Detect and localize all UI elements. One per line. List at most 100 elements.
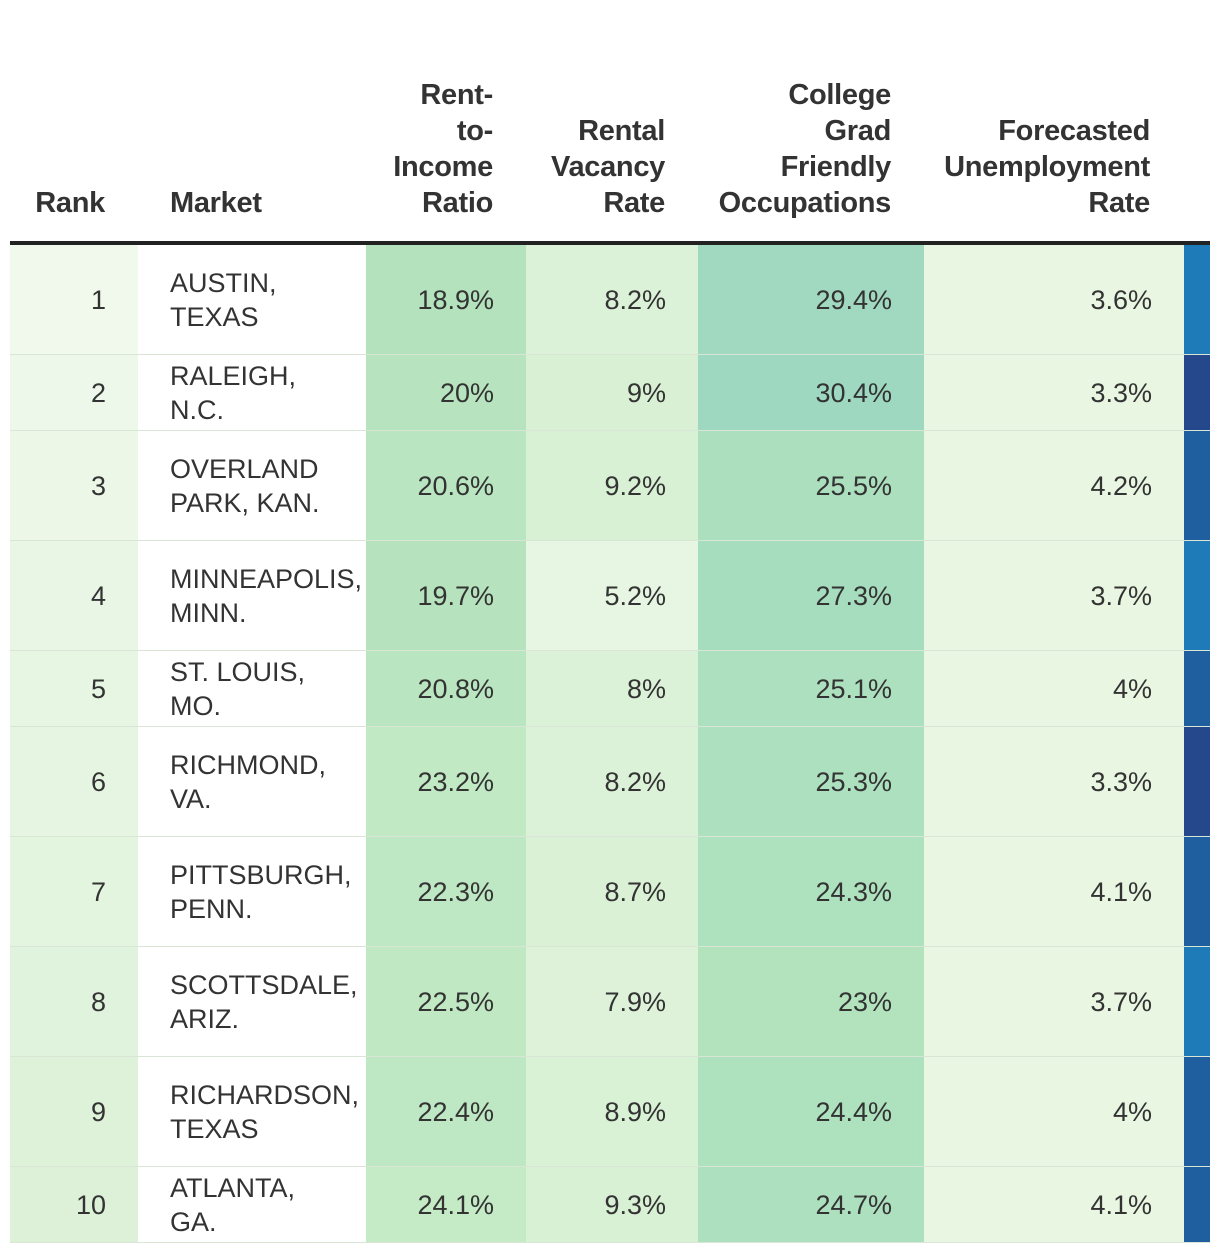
indicator-bar	[1184, 651, 1210, 726]
vacancy-value: 8.9%	[604, 1096, 666, 1127]
college-cell: 24.3%	[698, 837, 924, 946]
rent_to_income-cell: 22.3%	[366, 837, 526, 946]
header-vacancy-line: Rate	[603, 187, 665, 219]
unemployment-value: 3.7%	[1090, 580, 1152, 611]
header-unemployment-line: Forecasted	[998, 115, 1150, 147]
rent_to_income-value: 18.9%	[417, 284, 494, 315]
unemployment-cell: 3.3%	[924, 727, 1184, 836]
college-cell: 23%	[698, 947, 924, 1056]
rank-value: 5	[90, 673, 106, 704]
market-value: RICHARDSON, TEXAS	[170, 1079, 360, 1144]
market-cell: PITTSBURGH, PENN.	[138, 837, 366, 946]
table-row: 8 SCOTTSDALE, ARIZ. 22.5% 7.9% 23% 3.7%	[10, 947, 1210, 1057]
header-vacancy-line: Rental	[578, 115, 665, 147]
rent_to_income-value: 20.6%	[417, 470, 494, 501]
college-value: 25.5%	[815, 470, 892, 501]
rent_to_income-value: 22.5%	[417, 986, 494, 1017]
unemployment-value: 4%	[1112, 1096, 1152, 1127]
vacancy-value: 9.2%	[604, 470, 666, 501]
rank-cell: 2	[10, 355, 138, 430]
table-row: 7 PITTSBURGH, PENN. 22.3% 8.7% 24.3% 4.1%	[10, 837, 1210, 947]
header-rent-to-income: Rent-to- Income Ratio	[385, 77, 493, 221]
vacancy-cell: 9%	[526, 355, 698, 430]
vacancy-value: 8.2%	[604, 284, 666, 315]
college-cell: 27.3%	[698, 541, 924, 650]
market-value: AUSTIN, TEXAS	[170, 267, 277, 332]
indicator-bar	[1184, 541, 1210, 650]
rent_to_income-value: 22.4%	[417, 1096, 494, 1127]
rank-value: 10	[75, 1189, 106, 1220]
table-row: 2 RALEIGH, N.C. 20% 9% 30.4% 3.3%	[10, 355, 1210, 431]
header-rank: Rank	[35, 187, 105, 219]
vacancy-cell: 8.7%	[526, 837, 698, 946]
header-rent-to-income-line: Rent-	[420, 79, 493, 111]
college-value: 27.3%	[815, 580, 892, 611]
rank-cell: 9	[10, 1057, 138, 1166]
indicator-bar	[1184, 245, 1210, 354]
indicator-bar	[1184, 355, 1210, 430]
unemployment-cell: 4%	[924, 1057, 1184, 1166]
unemployment-cell: 3.7%	[924, 541, 1184, 650]
header-rent-to-income-line: to-	[456, 115, 493, 147]
vacancy-cell: 8%	[526, 651, 698, 726]
market-value: ST. LOUIS, MO.	[170, 656, 306, 721]
vacancy-value: 9%	[626, 377, 666, 408]
market-value: RICHMOND, VA.	[170, 749, 326, 814]
rent_to_income-value: 20.8%	[417, 673, 494, 704]
rent_to_income-cell: 20.6%	[366, 431, 526, 540]
college-value: 29.4%	[815, 284, 892, 315]
table-row: 4 MINNEAPOLIS, MINN. 19.7% 5.2% 27.3% 3.7%	[10, 541, 1210, 651]
table-row: 3 OVERLAND PARK, KAN. 20.6% 9.2% 25.5% 4.2%	[10, 431, 1210, 541]
market-cell: RICHARDSON, TEXAS	[138, 1057, 366, 1166]
unemployment-cell: 4.1%	[924, 1167, 1184, 1242]
header-vacancy-line: Vacancy	[551, 151, 665, 183]
vacancy-cell: 9.2%	[526, 431, 698, 540]
college-value: 23%	[837, 986, 892, 1017]
header-unemployment: Forecasted Unemployment Rate	[940, 113, 1150, 221]
unemployment-cell: 4%	[924, 651, 1184, 726]
header-market: Market	[170, 187, 262, 219]
vacancy-value: 8.7%	[604, 876, 666, 907]
rank-cell: 10	[10, 1167, 138, 1242]
market-value: PITTSBURGH, PENN.	[170, 859, 352, 924]
unemployment-value: 3.7%	[1090, 986, 1152, 1017]
unemployment-cell: 4.2%	[924, 431, 1184, 540]
header-rent-to-income-line: Ratio	[421, 187, 493, 219]
rank-value: 9	[90, 1096, 106, 1127]
rank-cell: 8	[10, 947, 138, 1056]
vacancy-value: 8%	[626, 673, 666, 704]
rank-cell: 3	[10, 431, 138, 540]
market-cell: SCOTTSDALE, ARIZ.	[138, 947, 366, 1056]
rank-value: 7	[90, 876, 106, 907]
college-value: 25.3%	[815, 766, 892, 797]
college-cell: 30.4%	[698, 355, 924, 430]
college-value: 30.4%	[815, 377, 892, 408]
table-row: 9 RICHARDSON, TEXAS 22.4% 8.9% 24.4% 4%	[10, 1057, 1210, 1167]
vacancy-cell: 7.9%	[526, 947, 698, 1056]
vacancy-value: 7.9%	[604, 986, 666, 1017]
table-row: 10 ATLANTA, GA. 24.1% 9.3% 24.7% 4.1%	[10, 1167, 1210, 1243]
rank-value: 8	[90, 986, 106, 1017]
header-college-line: Occupations	[718, 187, 892, 219]
unemployment-value: 4.2%	[1090, 470, 1152, 501]
ranking-table: Rank Market Rent-to- Income Ratio Rental Va…	[10, 0, 1210, 1243]
header-college-line: College	[788, 79, 891, 111]
rent_to_income-cell: 23.2%	[366, 727, 526, 836]
unemployment-cell: 3.3%	[924, 355, 1184, 430]
market-cell: OVERLAND PARK, KAN.	[138, 431, 366, 540]
college-cell: 24.4%	[698, 1057, 924, 1166]
indicator-bar	[1184, 431, 1210, 540]
indicator-bar	[1184, 837, 1210, 946]
vacancy-cell: 8.9%	[526, 1057, 698, 1166]
rent_to_income-cell: 22.5%	[366, 947, 526, 1056]
indicator-bar	[1184, 1167, 1210, 1242]
unemployment-value: 3.3%	[1090, 766, 1152, 797]
market-value: OVERLAND PARK, KAN.	[170, 453, 320, 518]
rent_to_income-cell: 24.1%	[366, 1167, 526, 1242]
unemployment-cell: 4.1%	[924, 837, 1184, 946]
market-cell: MINNEAPOLIS, MINN.	[138, 541, 366, 650]
header-college-line: Friendly	[780, 151, 892, 183]
rent_to_income-cell: 20%	[366, 355, 526, 430]
college-cell: 29.4%	[698, 245, 924, 354]
unemployment-cell: 3.6%	[924, 245, 1184, 354]
